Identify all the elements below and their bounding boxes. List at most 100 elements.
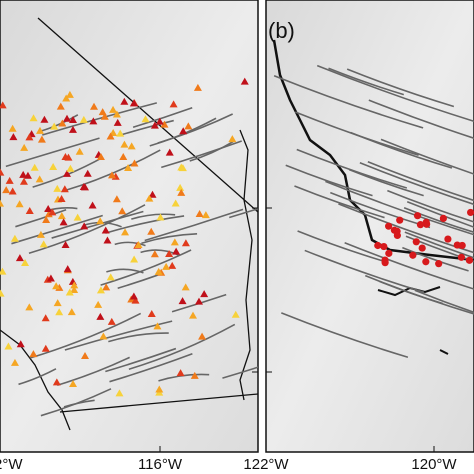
station bbox=[96, 217, 105, 225]
station bbox=[49, 163, 58, 171]
station bbox=[44, 210, 53, 218]
station bbox=[127, 142, 136, 150]
station bbox=[68, 125, 77, 133]
station bbox=[0, 101, 7, 109]
station bbox=[35, 175, 44, 183]
fault-line bbox=[114, 241, 146, 247]
station bbox=[155, 385, 164, 393]
fault-line bbox=[63, 399, 95, 408]
station bbox=[65, 90, 74, 98]
fault-line bbox=[344, 241, 474, 290]
fault-line bbox=[404, 231, 474, 259]
station bbox=[0, 267, 7, 275]
station bbox=[228, 135, 237, 143]
station bbox=[52, 282, 61, 290]
fault-line bbox=[338, 203, 474, 254]
fault-line bbox=[28, 204, 146, 255]
station bbox=[50, 122, 59, 130]
station bbox=[96, 286, 105, 294]
station bbox=[88, 201, 97, 209]
station bbox=[96, 312, 105, 320]
fault-line bbox=[350, 131, 453, 169]
fault-line bbox=[402, 246, 469, 272]
station bbox=[63, 265, 72, 273]
station bbox=[25, 133, 34, 141]
station bbox=[162, 262, 171, 270]
station bbox=[29, 350, 38, 358]
fault-line bbox=[414, 289, 474, 314]
station bbox=[124, 164, 133, 172]
station bbox=[385, 222, 393, 230]
station bbox=[109, 105, 118, 113]
station bbox=[73, 213, 82, 221]
station bbox=[79, 115, 88, 123]
fault-line bbox=[100, 249, 192, 286]
station bbox=[25, 207, 34, 215]
station bbox=[120, 140, 129, 148]
fault-line bbox=[222, 366, 258, 379]
station bbox=[396, 216, 404, 224]
station bbox=[0, 199, 5, 207]
station bbox=[30, 163, 39, 171]
station bbox=[10, 234, 19, 242]
station bbox=[121, 228, 130, 236]
station bbox=[181, 239, 190, 247]
station bbox=[120, 97, 129, 105]
station bbox=[29, 114, 38, 122]
fault-line bbox=[11, 214, 103, 245]
station bbox=[147, 227, 156, 235]
station bbox=[52, 378, 61, 386]
station bbox=[458, 241, 466, 250]
fault-line bbox=[378, 280, 443, 305]
station bbox=[201, 211, 210, 219]
station bbox=[107, 317, 116, 325]
station bbox=[69, 116, 78, 124]
station bbox=[154, 267, 163, 275]
fault-line bbox=[403, 207, 474, 234]
station bbox=[106, 273, 115, 281]
station bbox=[148, 190, 157, 198]
station bbox=[156, 213, 165, 221]
fault-line bbox=[18, 368, 57, 386]
station bbox=[63, 114, 72, 122]
fault-line bbox=[5, 137, 100, 168]
fault-line bbox=[117, 274, 159, 290]
fault-line bbox=[304, 249, 425, 293]
station bbox=[155, 117, 164, 125]
fault-line bbox=[273, 75, 424, 129]
station bbox=[89, 117, 98, 125]
fault-line bbox=[131, 213, 176, 220]
station bbox=[23, 171, 32, 179]
station bbox=[10, 358, 19, 366]
fault-line bbox=[51, 210, 144, 239]
station bbox=[0, 168, 5, 176]
fault-line bbox=[15, 209, 67, 228]
station bbox=[374, 241, 382, 250]
fault-line bbox=[105, 215, 185, 234]
station bbox=[59, 218, 68, 226]
station bbox=[418, 244, 426, 252]
station bbox=[177, 163, 186, 171]
station bbox=[195, 209, 204, 217]
station bbox=[160, 120, 169, 128]
station bbox=[129, 292, 138, 300]
station bbox=[53, 299, 62, 307]
station bbox=[413, 212, 422, 220]
station bbox=[20, 143, 29, 151]
station bbox=[145, 194, 154, 202]
station bbox=[165, 249, 174, 257]
station bbox=[385, 249, 393, 257]
coastline bbox=[0, 329, 71, 431]
station bbox=[56, 102, 65, 110]
station bbox=[119, 153, 128, 161]
station bbox=[101, 226, 110, 234]
station bbox=[48, 208, 57, 216]
state-border bbox=[37, 17, 258, 213]
station bbox=[2, 186, 11, 194]
station bbox=[19, 170, 28, 178]
station bbox=[103, 236, 112, 244]
fault-line bbox=[367, 161, 474, 202]
station bbox=[457, 253, 465, 261]
station bbox=[409, 251, 417, 259]
